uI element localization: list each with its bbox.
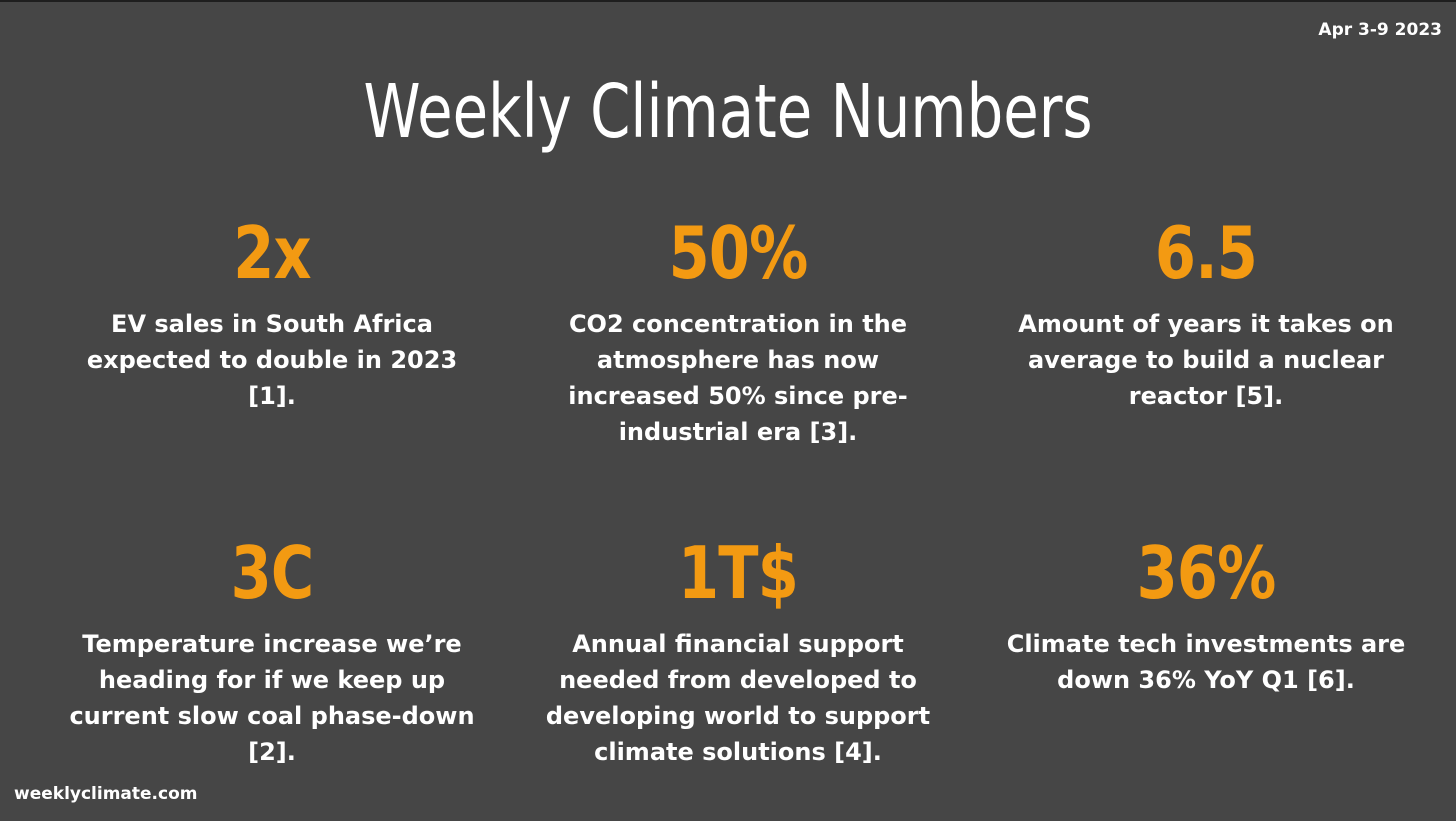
stat-description: Amount of years it takes on average to b… xyxy=(1018,310,1394,410)
footer-site-url: weeklyclimate.com xyxy=(14,784,198,804)
stat-value: 6.5 xyxy=(1154,211,1258,295)
stat-description: EV sales in South Africa expected to dou… xyxy=(86,310,458,410)
stat-card: 2x EV sales in South Africa expected to … xyxy=(62,208,482,414)
stat-description: CO2 concentration in the atmosphere has … xyxy=(568,310,908,446)
top-border xyxy=(0,0,1456,2)
stat-value: 1T$ xyxy=(678,531,799,615)
stat-value: 3C xyxy=(230,531,315,615)
stat-card: 3C Temperature increase we’re heading fo… xyxy=(62,528,482,770)
stat-card: 6.5 Amount of years it takes on average … xyxy=(996,208,1416,414)
stat-value: 50% xyxy=(668,211,809,295)
stat-card: 36% Climate tech investments are down 36… xyxy=(996,528,1416,698)
stat-description: Temperature increase we’re heading for i… xyxy=(69,630,475,766)
stat-description: Annual financial support needed from dev… xyxy=(545,630,931,766)
date-range: Apr 3-9 2023 xyxy=(1318,20,1442,40)
stat-card: 1T$ Annual financial support needed from… xyxy=(528,528,948,770)
page-title: Weekly Climate Numbers xyxy=(363,69,1093,155)
stat-value: 36% xyxy=(1136,531,1277,615)
stat-value: 2x xyxy=(233,211,311,295)
stat-description: Climate tech investments are down 36% Yo… xyxy=(1006,630,1406,694)
stat-card: 50% CO2 concentration in the atmosphere … xyxy=(528,208,948,450)
